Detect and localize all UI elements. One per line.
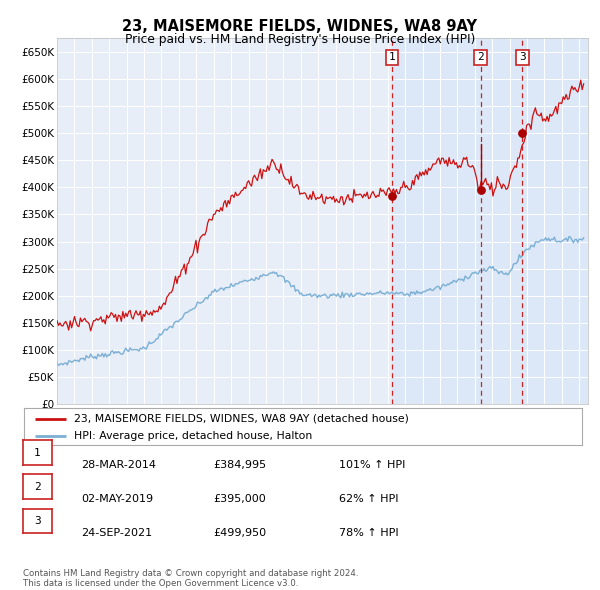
Text: £384,995: £384,995 <box>213 460 266 470</box>
Text: £499,950: £499,950 <box>213 529 266 538</box>
Text: 23, MAISEMORE FIELDS, WIDNES, WA8 9AY (detached house): 23, MAISEMORE FIELDS, WIDNES, WA8 9AY (d… <box>74 414 409 424</box>
Text: 3: 3 <box>34 516 41 526</box>
Text: 24-SEP-2021: 24-SEP-2021 <box>81 529 152 538</box>
Text: 2: 2 <box>477 53 484 63</box>
Text: 1: 1 <box>34 448 41 457</box>
Text: £395,000: £395,000 <box>213 494 266 504</box>
Text: Price paid vs. HM Land Registry's House Price Index (HPI): Price paid vs. HM Land Registry's House … <box>125 33 475 46</box>
Text: 02-MAY-2019: 02-MAY-2019 <box>81 494 153 504</box>
Text: 2: 2 <box>34 482 41 491</box>
Text: 62% ↑ HPI: 62% ↑ HPI <box>339 494 398 504</box>
Text: HPI: Average price, detached house, Halton: HPI: Average price, detached house, Halt… <box>74 431 313 441</box>
Text: 1: 1 <box>389 53 395 63</box>
Text: Contains HM Land Registry data © Crown copyright and database right 2024.
This d: Contains HM Land Registry data © Crown c… <box>23 569 358 588</box>
Text: 78% ↑ HPI: 78% ↑ HPI <box>339 529 398 538</box>
Text: 23, MAISEMORE FIELDS, WIDNES, WA8 9AY: 23, MAISEMORE FIELDS, WIDNES, WA8 9AY <box>122 19 478 34</box>
Point <box>518 129 527 138</box>
Point <box>476 185 485 195</box>
Text: 101% ↑ HPI: 101% ↑ HPI <box>339 460 406 470</box>
Text: 3: 3 <box>519 53 526 63</box>
Point <box>387 191 397 200</box>
Text: 28-MAR-2014: 28-MAR-2014 <box>81 460 156 470</box>
Bar <box>392 38 588 404</box>
